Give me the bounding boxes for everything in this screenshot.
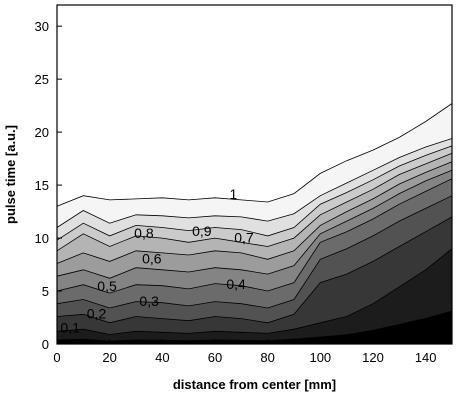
y-tick-label: 5 [42,284,49,299]
x-tick-label: 60 [208,350,222,365]
y-tick-label: 15 [35,178,49,193]
contour-line-0.1 [56,248,453,335]
contour-line-0.2 [56,216,453,324]
contour-label: 0,8 [134,225,154,241]
x-tick-label: 100 [309,350,331,365]
contour-label: 0,3 [139,293,159,309]
x-tick-label: 140 [415,350,437,365]
contour-line-0.5 [56,169,453,279]
y-axis-label: pulse time [a.u.] [3,125,18,224]
contour-annotations: 1 0,9 0,8 0,7 0,6 0,5 0,4 0,3 0,2 0,1 [60,186,253,335]
contour-label: 0,7 [234,229,254,245]
contour-label: 0,2 [87,306,107,322]
contour-label: 0,6 [142,250,162,266]
y-tick-label: 30 [35,19,49,34]
contour-line-0.6 [56,161,453,264]
x-tick-label: 40 [155,350,169,365]
contour-core-band [57,310,452,344]
x-tick-label: 0 [53,350,60,365]
contour-fills [57,103,452,344]
y-axis-ticks: 0 5 10 15 20 25 30 [35,19,62,352]
contour-line-0.8 [56,145,453,241]
contour-line-0.7 [56,152,453,252]
x-tick-label: 80 [260,350,274,365]
y-tick-label: 10 [35,231,49,246]
contour-line-1 [56,103,453,207]
plot-frame [56,4,453,345]
contour-label: 0,4 [226,276,246,292]
contour-label: 0,1 [60,319,80,335]
x-tick-label: 20 [102,350,116,365]
contour-line-0.9 [56,138,453,228]
y-tick-label: 25 [35,72,49,87]
y-tick-label: 20 [35,125,49,140]
contour-label: 0,5 [97,278,117,294]
contour-label: 0,9 [192,223,212,239]
contour-band-0.1 [57,248,452,344]
x-axis-label: distance from center [mm] [173,377,336,392]
contour-line-0.3 [56,195,453,309]
contour-line-0.4 [56,178,453,294]
y-tick-label: 0 [42,337,49,352]
contour-band-0.2 [57,216,452,344]
contour-label: 1 [230,186,238,202]
x-tick-label: 120 [362,350,384,365]
x-axis-ticks: 0 20 40 60 80 100 120 140 [53,339,437,365]
contour-lines [56,103,453,335]
